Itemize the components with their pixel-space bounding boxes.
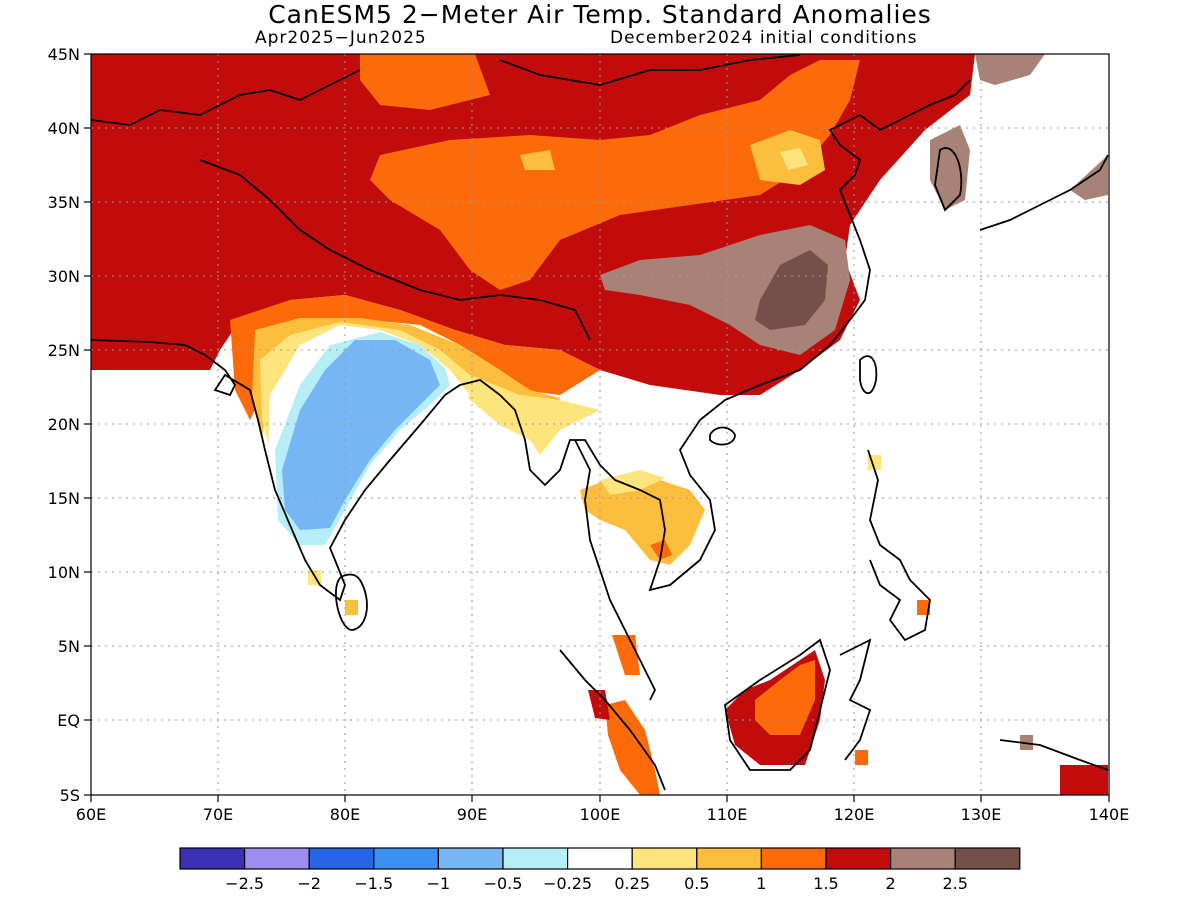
lon-labels: 60E 70E 80E 90E 100E 110E 120E 130E 140E [76, 805, 1130, 824]
colorbar-swatch [631, 847, 698, 870]
anomaly-cell-srilanka [345, 600, 358, 615]
lon-label: 110E [707, 805, 748, 824]
colorbar-swatch [502, 847, 569, 870]
colorbar-swatch [437, 847, 504, 870]
lat-label: 10N [48, 563, 80, 582]
colorbar-label: 0.25 [614, 874, 650, 893]
anomaly-region-india-blue [282, 340, 440, 530]
colorbar-swatch [825, 847, 892, 870]
colorbar-swatch [179, 847, 246, 870]
colorbar-labels: −2.5 −2 −1.5 −1 −0.5 −0.25 0.25 0.5 1 1.5 2 2.5 [225, 874, 968, 893]
anomaly-fill [91, 54, 1108, 795]
anomaly-region-malaya-orange [612, 635, 640, 675]
anomaly-region-sumatra-orange [605, 700, 660, 795]
colorbar-label: −1 [427, 874, 451, 893]
lat-label: 20N [48, 415, 80, 434]
lat-label: 40N [48, 119, 80, 138]
lat-label: 25N [48, 341, 80, 360]
anomaly-region-sw-red [1060, 765, 1108, 795]
lon-label: 120E [834, 805, 875, 824]
colorbar-swatch [566, 847, 633, 870]
colorbar-label: −0.5 [484, 874, 523, 893]
lon-label: 100E [580, 805, 621, 824]
colorbar-swatch [244, 847, 310, 870]
map-title: CanESM5 2−Meter Air Temp. Standard Anoma… [268, 0, 932, 29]
lon-label: 90E [457, 805, 487, 824]
lat-label: 45N [48, 45, 80, 64]
map-gridlines [91, 54, 1109, 795]
anomaly-region-borneo-orange [755, 660, 815, 735]
colorbar: −2.5 −2 −1.5 −1 −0.5 −0.25 0.25 0.5 1 1.5 2 2.5 [179, 847, 1021, 893]
lat-label: 5S [60, 786, 80, 805]
lon-label: 140E [1089, 805, 1130, 824]
lat-label: EQ [57, 711, 80, 730]
axis-ticks [84, 53, 1110, 802]
colorbar-swatch [308, 847, 375, 870]
colorbar-label: −1.5 [354, 874, 393, 893]
anomaly-region-korea-brown [930, 125, 970, 210]
colorbar-label: 2.5 [942, 874, 967, 893]
colorbar-label: −2 [297, 874, 321, 893]
forecast-period: Apr2025−Jun2025 [255, 28, 427, 48]
colorbar-swatch [889, 847, 956, 870]
anomaly-region-india-amber [252, 318, 560, 440]
initial-conditions: December2024 initial conditions [610, 28, 918, 48]
colorbar-swatch [373, 847, 439, 870]
lon-label: 130E [961, 805, 1002, 824]
lon-label: 60E [76, 805, 106, 824]
anomaly-region-ne-brown [975, 54, 1045, 85]
anomaly-cell-sulawesi [855, 750, 868, 765]
anomaly-region-yellow-small [520, 150, 555, 170]
anomaly-cell-mindanao [917, 600, 930, 615]
lat-label: 30N [48, 267, 80, 286]
lon-label: 80E [330, 805, 360, 824]
anomaly-region-sumatra-red [588, 690, 610, 720]
anomaly-region-orange-plateau [370, 60, 860, 290]
anomaly-region-east-dark-brown [755, 250, 828, 330]
anomaly-region-india-pale [260, 322, 600, 455]
lat-label: 35N [48, 193, 80, 212]
lon-label: 70E [203, 805, 233, 824]
anomaly-region-indochina-pale [600, 470, 665, 495]
colorbar-label: 0.5 [684, 874, 709, 893]
colorbar-boxes [179, 847, 1021, 870]
colorbar-swatch [954, 847, 1021, 870]
colorbar-label: 2 [886, 874, 896, 893]
colorbar-label: −0.25 [543, 874, 592, 893]
coastlines [91, 54, 1109, 791]
anomaly-region-india-orange [230, 295, 600, 420]
colorbar-swatch [696, 847, 762, 870]
lat-labels: 45N 40N 35N 30N 25N 20N 15N 10N 5N EQ 5S [48, 45, 80, 805]
lat-label: 15N [48, 489, 80, 508]
colorbar-label: −2.5 [225, 874, 264, 893]
colorbar-label: 1 [756, 874, 766, 893]
lat-label: 5N [58, 637, 80, 656]
anomaly-region-orange-north [360, 54, 490, 110]
colorbar-swatch [760, 847, 827, 870]
colorbar-label: 1.5 [813, 874, 838, 893]
anomaly-region-light-yellow [780, 148, 808, 170]
